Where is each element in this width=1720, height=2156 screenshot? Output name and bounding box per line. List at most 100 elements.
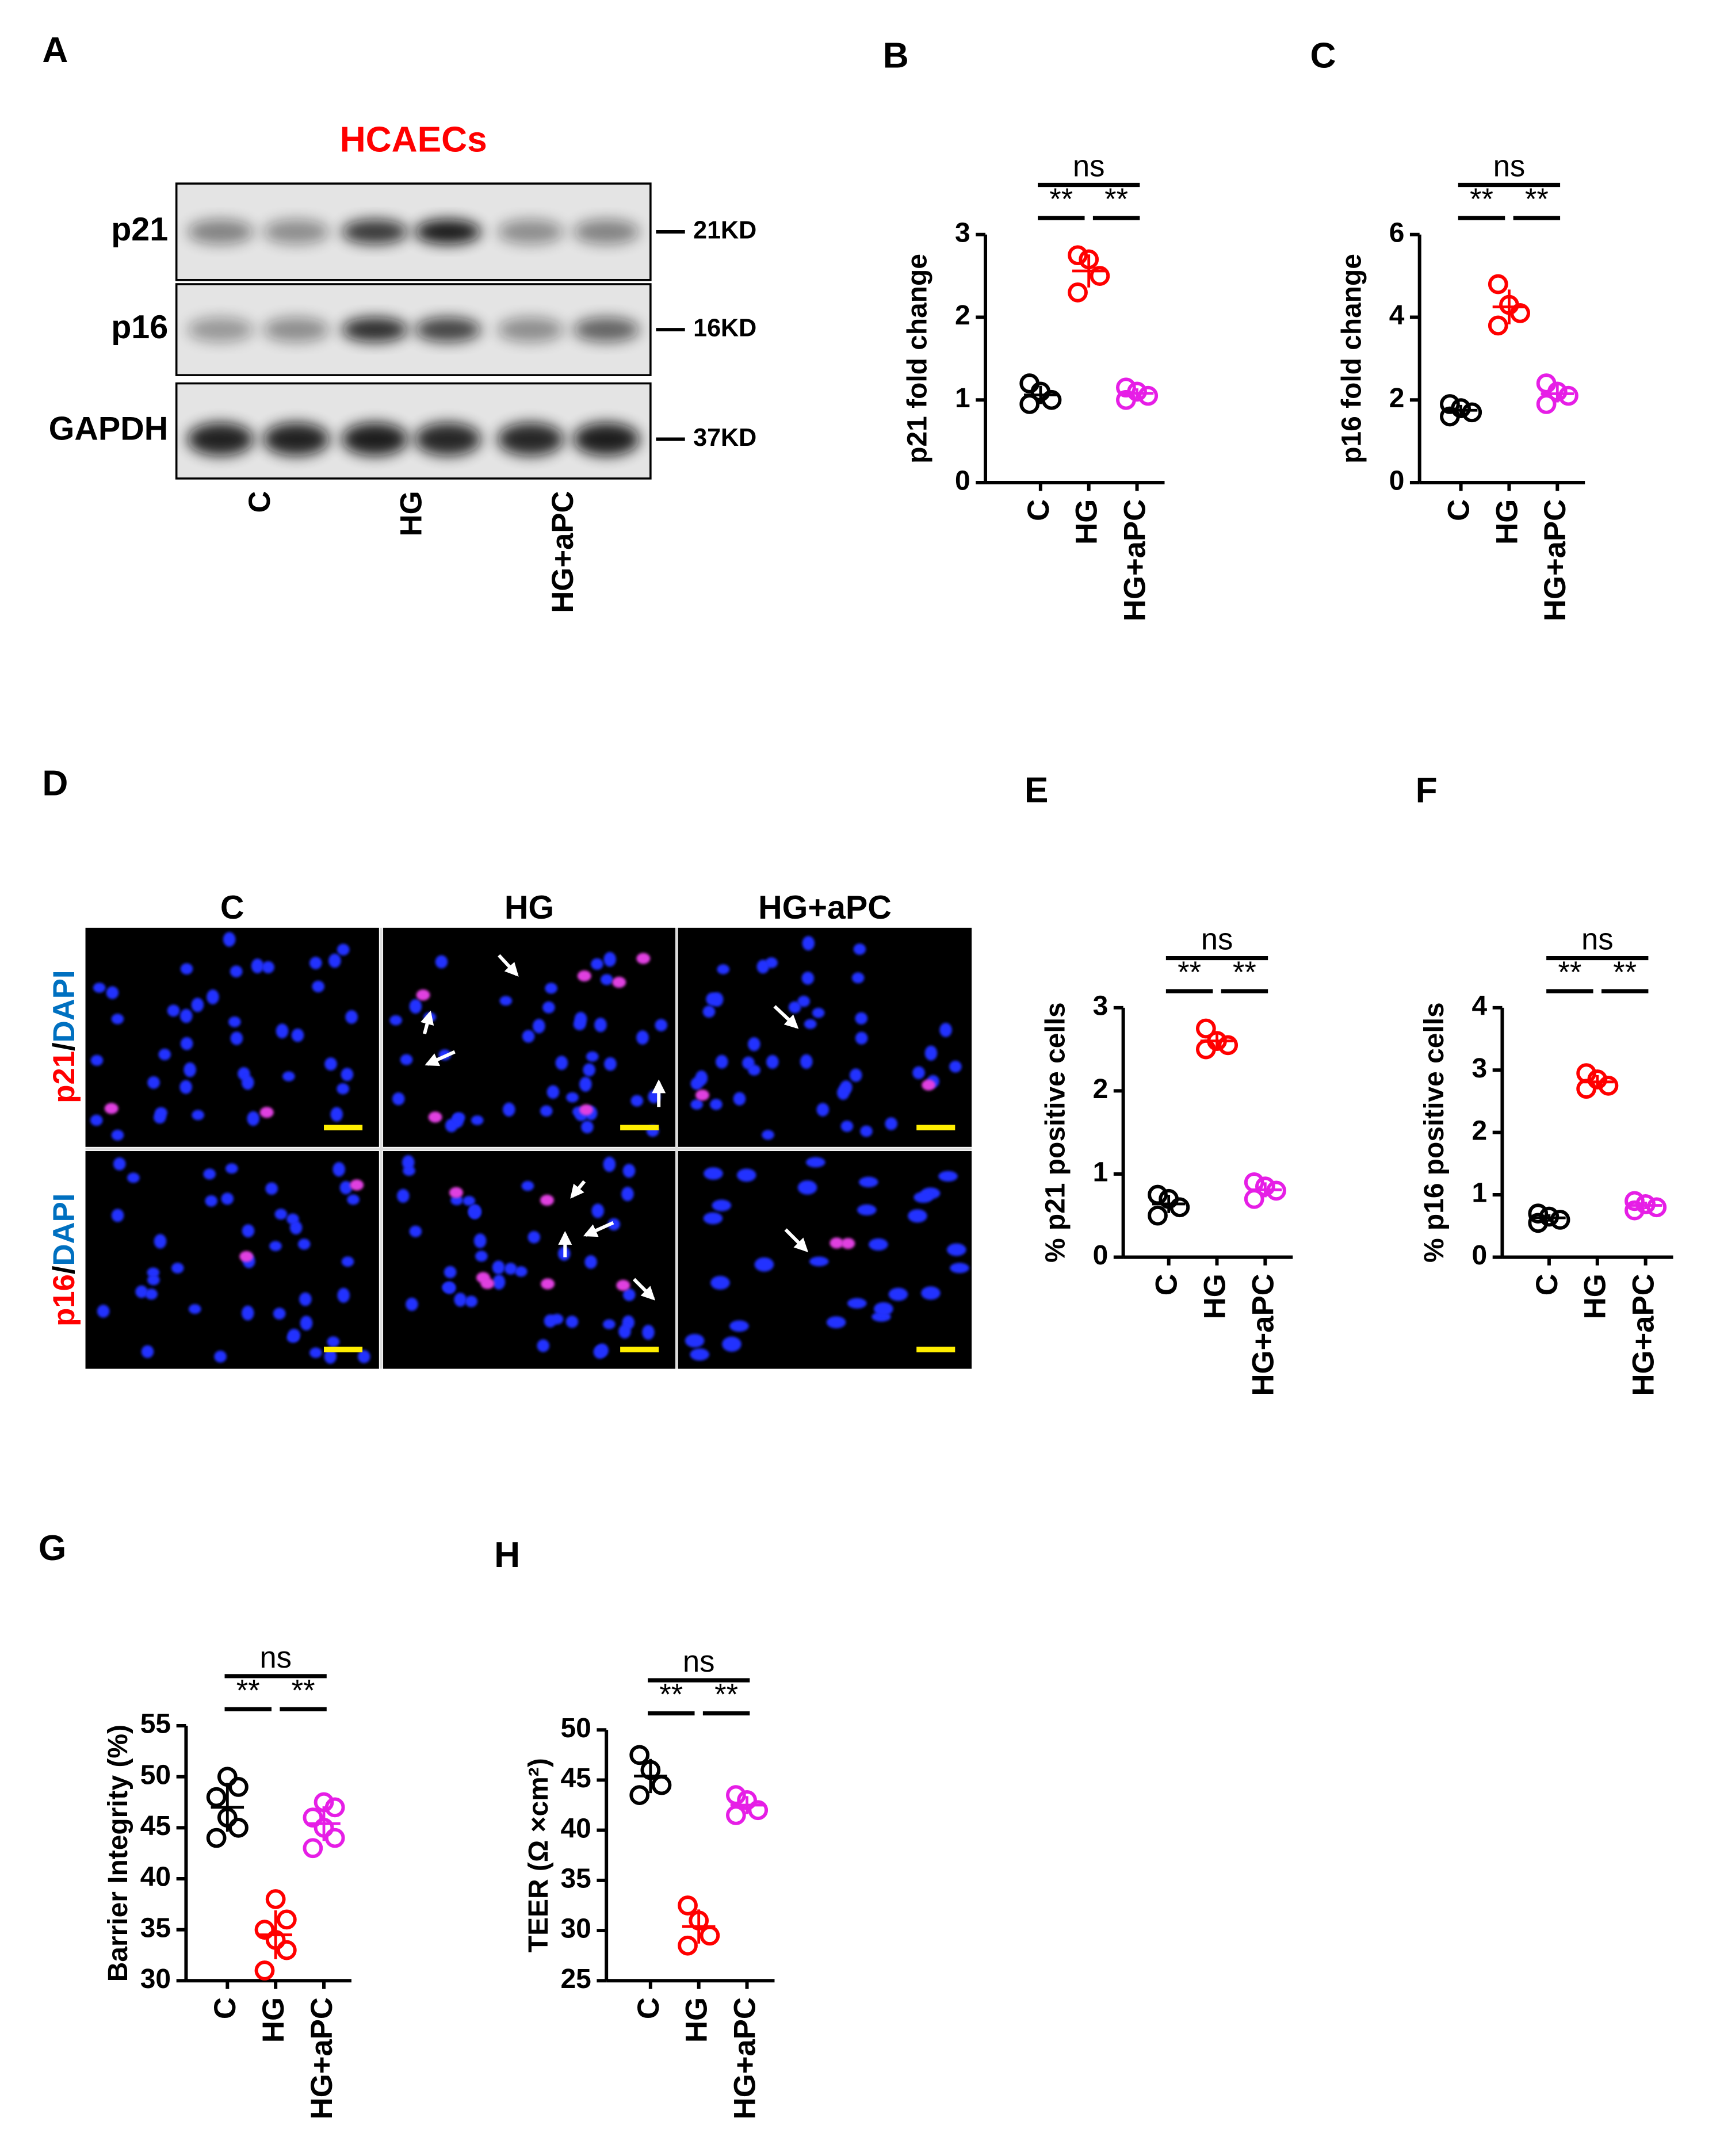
x-tick-label: C: [1022, 499, 1056, 521]
x-tick-label: HG: [680, 1997, 714, 2043]
y-axis-label: p21 fold change: [903, 254, 933, 464]
blot-row-label: p16: [111, 309, 168, 346]
nucleus: [402, 1155, 415, 1170]
blot-band: [342, 219, 408, 244]
x-tick-label: C: [632, 1997, 666, 2019]
nucleus: [203, 1168, 216, 1180]
significance-label: **: [1178, 955, 1201, 989]
nucleus: [939, 1023, 952, 1037]
data-point: [217, 1807, 238, 1828]
nucleus: [849, 1068, 862, 1082]
nucleus: [397, 1188, 410, 1203]
stain-dapi: DAPI: [47, 970, 81, 1042]
nucleus: [330, 1107, 343, 1122]
data-point: [303, 1807, 323, 1828]
nucleus: [504, 1263, 517, 1275]
nucleus: [445, 1118, 458, 1133]
nucleus: [409, 1225, 422, 1237]
positive-cell: [541, 1278, 555, 1290]
nucleus: [154, 1234, 167, 1249]
nucleus: [908, 1209, 927, 1223]
y-tick-label: 30: [561, 1914, 591, 1944]
nucleus: [565, 1316, 579, 1328]
nucleus: [452, 1112, 465, 1122]
blot-band: [263, 219, 330, 244]
nucleus: [800, 1054, 813, 1069]
nucleus: [155, 1107, 167, 1118]
nucleus: [127, 1172, 140, 1183]
arrow: [425, 1050, 456, 1066]
arrow: [498, 954, 519, 977]
blot-strip: [175, 182, 652, 281]
nucleus: [475, 1251, 488, 1262]
size-marker: 37KD: [693, 424, 756, 452]
data-point: [1499, 295, 1519, 315]
blot-title: HCAECs: [340, 120, 487, 160]
data-point: [640, 1760, 661, 1780]
nucleus: [471, 1115, 484, 1125]
data-point: [1646, 1197, 1667, 1218]
x-tick-label: HG+aPC: [305, 1997, 339, 2119]
nucleus: [546, 1085, 560, 1099]
data-point: [726, 1805, 746, 1825]
nucleus: [712, 1199, 732, 1211]
arrow: [583, 1221, 614, 1237]
arrow: [420, 1010, 434, 1035]
nucleus: [191, 997, 204, 1012]
significance-label: **: [1470, 182, 1493, 216]
nucleus: [722, 1336, 741, 1352]
nucleus: [179, 1008, 193, 1023]
y-tick-label: 1: [1471, 1178, 1487, 1209]
nucleus: [276, 1023, 289, 1039]
nucleus: [400, 1054, 413, 1065]
arrow: [773, 1005, 799, 1029]
nucleus: [603, 951, 616, 967]
y-tick-label: 1: [955, 383, 970, 414]
nucleus: [230, 965, 243, 978]
data-point: [1488, 274, 1508, 295]
nucleus: [274, 1209, 288, 1220]
positive-cell: [428, 1111, 442, 1123]
x-tick-label: HG: [1198, 1274, 1232, 1319]
y-tick-label: 55: [140, 1709, 171, 1740]
data-point: [1488, 315, 1508, 336]
significance-label: **: [1525, 182, 1549, 216]
nucleus: [537, 1339, 550, 1352]
nucleus: [874, 1302, 893, 1316]
blot-band: [342, 422, 408, 456]
nucleus: [924, 1045, 938, 1061]
nucleus: [540, 1105, 553, 1117]
positive-cell: [579, 1104, 594, 1115]
nucleus: [555, 1056, 568, 1070]
blot-band: [187, 317, 254, 342]
nucleus: [690, 1099, 704, 1110]
data-point: [1127, 381, 1147, 402]
nucleus: [533, 1019, 545, 1034]
nucleus: [113, 1157, 126, 1171]
lane-label: HG: [395, 491, 429, 536]
nucleus: [853, 943, 866, 955]
nucleus: [299, 1292, 312, 1306]
y-tick-label: 3: [1471, 1053, 1487, 1084]
nucleus: [312, 980, 324, 993]
positive-cell: [239, 1251, 254, 1262]
nucleus: [855, 1012, 868, 1025]
nucleus: [736, 1168, 756, 1182]
y-tick-label: 25: [561, 1964, 591, 1994]
nucleus: [341, 1068, 354, 1081]
data-point: [1090, 266, 1110, 286]
nucleus: [816, 1103, 830, 1117]
nucleus: [309, 957, 322, 969]
nucleus: [591, 958, 603, 970]
significance-label: **: [1104, 182, 1128, 216]
y-tick-label: 3: [1093, 991, 1109, 1021]
nucleus: [809, 1256, 829, 1267]
data-point: [1195, 1018, 1216, 1039]
significance-label: ns: [1201, 923, 1233, 957]
nucleus: [622, 1164, 636, 1178]
nucleus: [171, 1263, 184, 1274]
nucleus: [804, 1019, 817, 1029]
data-point: [1451, 398, 1471, 418]
row-label: p21/DAPI: [47, 970, 81, 1103]
positive-cell: [416, 989, 430, 1001]
